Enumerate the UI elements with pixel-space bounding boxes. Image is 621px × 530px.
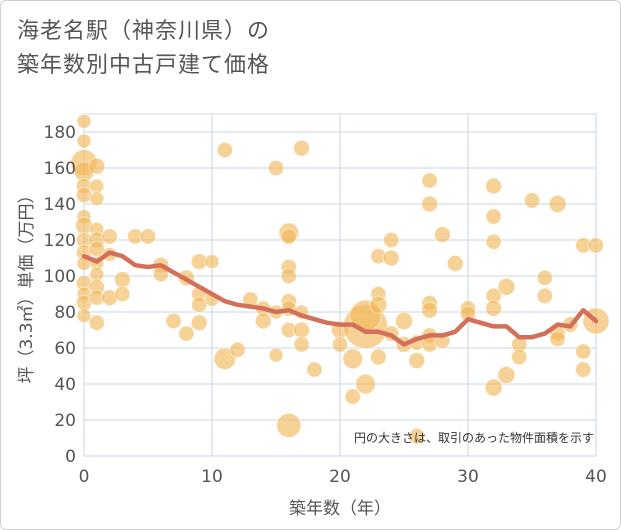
bubble-point bbox=[369, 348, 387, 366]
bubble-point bbox=[306, 361, 323, 378]
y-tick-label: 140 bbox=[44, 195, 76, 215]
y-tick-label: 0 bbox=[65, 447, 76, 467]
bubble-point bbox=[165, 312, 182, 330]
y-tick-label: 40 bbox=[54, 375, 76, 395]
bubble-point bbox=[575, 361, 592, 378]
bubble-point bbox=[548, 194, 567, 214]
x-tick-label: 30 bbox=[457, 467, 479, 487]
x-tick-labels: 0 10 20 30 40 bbox=[79, 467, 607, 487]
bubble-point bbox=[89, 191, 105, 207]
bubble-point bbox=[76, 133, 92, 149]
bubble-layer bbox=[70, 113, 610, 445]
bubble-point bbox=[75, 186, 93, 204]
x-axis-label: 築年数（年） bbox=[289, 499, 391, 519]
bubble-point bbox=[382, 249, 400, 267]
bubble-point bbox=[523, 192, 541, 209]
bubble-point bbox=[394, 311, 414, 331]
bubble-point bbox=[536, 269, 553, 286]
bubble-point bbox=[280, 228, 297, 245]
bubble-point bbox=[76, 113, 92, 129]
bubble-point bbox=[280, 267, 297, 285]
bubble-point bbox=[369, 295, 388, 314]
bubble-point bbox=[178, 325, 195, 342]
y-tick-label: 120 bbox=[44, 231, 76, 251]
bubble-point bbox=[408, 428, 425, 445]
bubble-point bbox=[485, 233, 502, 250]
bubble-point bbox=[536, 287, 553, 304]
bubble-point bbox=[344, 388, 361, 405]
chart-title-line1: 海老名駅（神奈川県）の bbox=[17, 19, 271, 44]
bubble-point bbox=[408, 352, 426, 370]
bubble-point bbox=[575, 343, 592, 360]
bubble-point bbox=[433, 226, 451, 244]
bubble-point bbox=[383, 231, 400, 249]
bubble-point bbox=[421, 172, 438, 189]
bubble-point bbox=[268, 347, 284, 363]
x-tick-label: 10 bbox=[201, 467, 223, 487]
trend-line bbox=[81, 250, 599, 347]
x-tick-label: 40 bbox=[585, 467, 607, 487]
bubble-size-note: 円の大きさは、取引のあった物件面積を示す bbox=[354, 430, 594, 445]
y-tick-label: 60 bbox=[54, 339, 76, 359]
x-tick-label: 20 bbox=[329, 467, 351, 487]
y-tick-label: 80 bbox=[54, 303, 76, 323]
bubble-point bbox=[229, 341, 246, 358]
bubble-point bbox=[293, 139, 311, 157]
bubble-point bbox=[331, 336, 349, 353]
bubble-point bbox=[113, 271, 131, 289]
y-tick-labels: 0 20 40 60 80 100 120 140 160 180 bbox=[44, 123, 76, 467]
bubble-point bbox=[446, 254, 464, 272]
bubble-point bbox=[293, 336, 310, 353]
bubble-point bbox=[421, 301, 439, 319]
y-tick-label: 160 bbox=[44, 159, 76, 179]
bubble-point bbox=[204, 254, 220, 270]
bubble-point bbox=[293, 321, 311, 339]
y-axis-label: 坪（3.3㎡）単価（万円） bbox=[17, 186, 37, 383]
bubble-point bbox=[587, 237, 605, 254]
y-tick-label: 20 bbox=[54, 411, 76, 431]
y-tick-label: 180 bbox=[44, 123, 76, 143]
bubble-point bbox=[485, 177, 503, 195]
bubble-point bbox=[101, 228, 118, 245]
bubble-point bbox=[485, 208, 502, 225]
bubble-point bbox=[549, 330, 566, 348]
bubble-point bbox=[190, 314, 208, 332]
bubble-point bbox=[114, 285, 131, 303]
bubble-point bbox=[216, 141, 233, 159]
bubble-point bbox=[267, 159, 285, 177]
bubble-point bbox=[89, 178, 105, 194]
grid-lines bbox=[83, 113, 597, 457]
y-tick-label: 100 bbox=[44, 267, 76, 287]
bubble-point bbox=[485, 299, 503, 317]
bubble-point bbox=[76, 308, 92, 324]
chart-title-line2: 築年数別中古戸建て価格 bbox=[17, 53, 271, 78]
bubble-point bbox=[511, 348, 528, 366]
bubble-point bbox=[276, 412, 302, 439]
bubble-point bbox=[88, 157, 106, 175]
bubble-point bbox=[421, 195, 439, 213]
bubble-point bbox=[88, 314, 105, 331]
chart-title: 海老名駅（神奈川県）の 築年数別中古戸建て価格 bbox=[17, 15, 270, 83]
bubble-point bbox=[342, 348, 364, 370]
bubble-point bbox=[484, 378, 503, 397]
bubble-point bbox=[355, 373, 376, 395]
bubble-point bbox=[497, 365, 516, 385]
bubble-point bbox=[139, 228, 157, 245]
x-tick-label: 0 bbox=[79, 467, 90, 487]
bubble-point bbox=[254, 312, 272, 330]
bubble-point bbox=[213, 347, 237, 371]
bubble-point bbox=[497, 277, 516, 296]
